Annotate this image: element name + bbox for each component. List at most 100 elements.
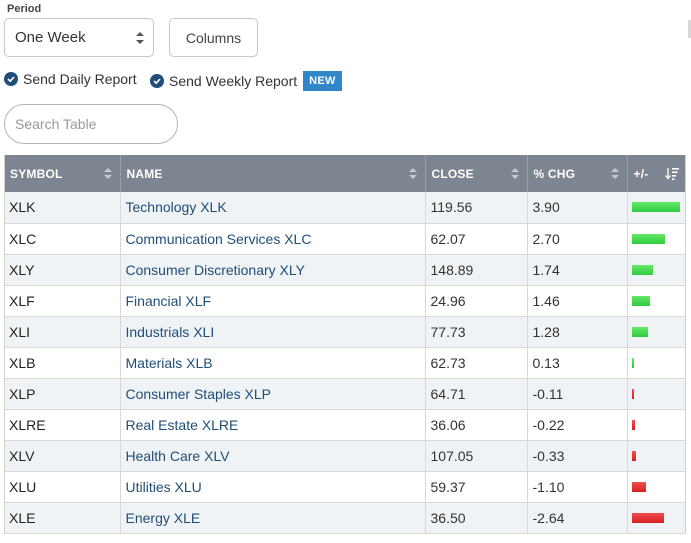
weekly-report-toggle[interactable]: Send Weekly Report NEW xyxy=(150,71,342,91)
check-circle-icon xyxy=(4,72,18,86)
negative-change-bar xyxy=(631,512,664,523)
pct-chg-cell: 1.28 xyxy=(527,316,628,348)
positive-change-bar xyxy=(631,326,648,337)
change-bar-cell xyxy=(627,316,686,348)
pct-chg-cell: 2.70 xyxy=(527,223,628,255)
name-link[interactable]: Real Estate XLRE xyxy=(120,409,426,441)
header-pct-chg[interactable]: % CHG xyxy=(527,155,628,192)
close-cell: 62.07 xyxy=(425,223,528,255)
name-link[interactable]: Utilities XLU xyxy=(120,471,426,503)
table-row[interactable]: XLV Health Care XLV 107.05 -0.33 xyxy=(4,440,686,472)
sort-icon xyxy=(610,168,619,179)
table-row[interactable]: XLU Utilities XLU 59.37 -1.10 xyxy=(4,471,686,503)
table-row[interactable]: XLE Energy XLE 36.50 -2.64 xyxy=(4,502,686,534)
daily-report-label: Send Daily Report xyxy=(23,71,137,87)
table-row[interactable]: XLF Financial XLF 24.96 1.46 xyxy=(4,285,686,317)
name-link[interactable]: Consumer Staples XLP xyxy=(120,378,426,410)
negative-change-bar xyxy=(631,419,635,430)
name-link[interactable]: Technology XLK xyxy=(120,192,426,224)
sort-icon xyxy=(510,168,519,179)
table-row[interactable]: XLP Consumer Staples XLP 64.71 -0.11 xyxy=(4,378,686,410)
change-bar-cell xyxy=(627,378,686,410)
close-cell: 36.06 xyxy=(425,409,528,441)
check-circle-icon xyxy=(150,74,164,88)
symbol-cell: XLB xyxy=(4,347,121,379)
pct-chg-cell: 3.90 xyxy=(527,192,628,224)
change-bar-cell xyxy=(627,285,686,317)
header-name-label: NAME xyxy=(126,166,163,181)
positive-change-bar xyxy=(631,264,653,275)
symbol-cell: XLE xyxy=(4,502,121,534)
table-row[interactable]: XLRE Real Estate XLRE 36.06 -0.22 xyxy=(4,409,686,441)
pct-chg-cell: 1.74 xyxy=(527,254,628,286)
close-cell: 119.56 xyxy=(425,192,528,224)
symbol-cell: XLU xyxy=(4,471,121,503)
name-link[interactable]: Energy XLE xyxy=(120,502,426,534)
sector-table: SYMBOL NAME CLOSE % CHG +/- xyxy=(4,155,686,534)
weekly-report-label: Send Weekly Report xyxy=(169,73,298,89)
period-select[interactable]: One Week xyxy=(4,18,154,57)
period-label: Period xyxy=(7,3,42,15)
change-bar-cell xyxy=(627,502,686,534)
table-row[interactable]: XLC Communication Services XLC 62.07 2.70 xyxy=(4,223,686,255)
name-link[interactable]: Consumer Discretionary XLY xyxy=(120,254,426,286)
name-link[interactable]: Materials XLB xyxy=(120,347,426,379)
pct-chg-cell: 0.13 xyxy=(527,347,628,379)
pct-chg-cell: 1.46 xyxy=(527,285,628,317)
pct-chg-cell: -1.10 xyxy=(527,471,628,503)
table-row[interactable]: XLY Consumer Discretionary XLY 148.89 1.74 xyxy=(4,254,686,286)
header-pct-chg-label: % CHG xyxy=(533,166,576,181)
table-header-row: SYMBOL NAME CLOSE % CHG +/- xyxy=(4,155,686,192)
symbol-cell: XLI xyxy=(4,316,121,348)
header-plus-minus-label: +/- xyxy=(633,166,649,181)
header-name[interactable]: NAME xyxy=(120,155,426,192)
table-row[interactable]: XLK Technology XLK 119.56 3.90 xyxy=(4,192,686,224)
pct-chg-cell: -0.22 xyxy=(527,409,628,441)
change-bar-cell xyxy=(627,254,686,286)
change-bar-cell xyxy=(627,471,686,503)
close-cell: 148.89 xyxy=(425,254,528,286)
pct-chg-cell: -0.33 xyxy=(527,440,628,472)
new-badge: NEW xyxy=(303,71,342,91)
change-bar-cell xyxy=(627,409,686,441)
close-cell: 64.71 xyxy=(425,378,528,410)
sort-icon xyxy=(408,168,417,179)
positive-change-bar xyxy=(631,295,650,306)
sort-descending-icon xyxy=(665,168,679,180)
columns-button[interactable]: Columns xyxy=(169,18,258,57)
positive-change-bar xyxy=(631,357,634,368)
chevron-updown-icon xyxy=(136,32,144,44)
header-symbol-label: SYMBOL xyxy=(10,166,63,181)
symbol-cell: XLK xyxy=(4,192,121,224)
close-cell: 62.73 xyxy=(425,347,528,379)
search-input[interactable] xyxy=(4,104,178,144)
name-link[interactable]: Industrials XLI xyxy=(120,316,426,348)
negative-change-bar xyxy=(631,388,634,399)
sort-icon xyxy=(103,168,112,179)
symbol-cell: XLC xyxy=(4,223,121,255)
daily-report-toggle[interactable]: Send Daily Report xyxy=(4,71,137,87)
name-link[interactable]: Communication Services XLC xyxy=(120,223,426,255)
pct-chg-cell: -2.64 xyxy=(527,502,628,534)
header-plus-minus[interactable]: +/- xyxy=(627,155,686,192)
symbol-cell: XLP xyxy=(4,378,121,410)
header-symbol[interactable]: SYMBOL xyxy=(4,155,121,192)
close-cell: 36.50 xyxy=(425,502,528,534)
symbol-cell: XLV xyxy=(4,440,121,472)
positive-change-bar xyxy=(631,233,665,244)
close-cell: 107.05 xyxy=(425,440,528,472)
name-link[interactable]: Health Care XLV xyxy=(120,440,426,472)
symbol-cell: XLY xyxy=(4,254,121,286)
close-cell: 77.73 xyxy=(425,316,528,348)
header-close-label: CLOSE xyxy=(431,166,474,181)
symbol-cell: XLRE xyxy=(4,409,121,441)
change-bar-cell xyxy=(627,347,686,379)
name-link[interactable]: Financial XLF xyxy=(120,285,426,317)
table-row[interactable]: XLI Industrials XLI 77.73 1.28 xyxy=(4,316,686,348)
table-row[interactable]: XLB Materials XLB 62.73 0.13 xyxy=(4,347,686,379)
scrollbar[interactable] xyxy=(688,20,691,38)
header-close[interactable]: CLOSE xyxy=(425,155,528,192)
pct-chg-cell: -0.11 xyxy=(527,378,628,410)
close-cell: 24.96 xyxy=(425,285,528,317)
change-bar-cell xyxy=(627,192,686,224)
